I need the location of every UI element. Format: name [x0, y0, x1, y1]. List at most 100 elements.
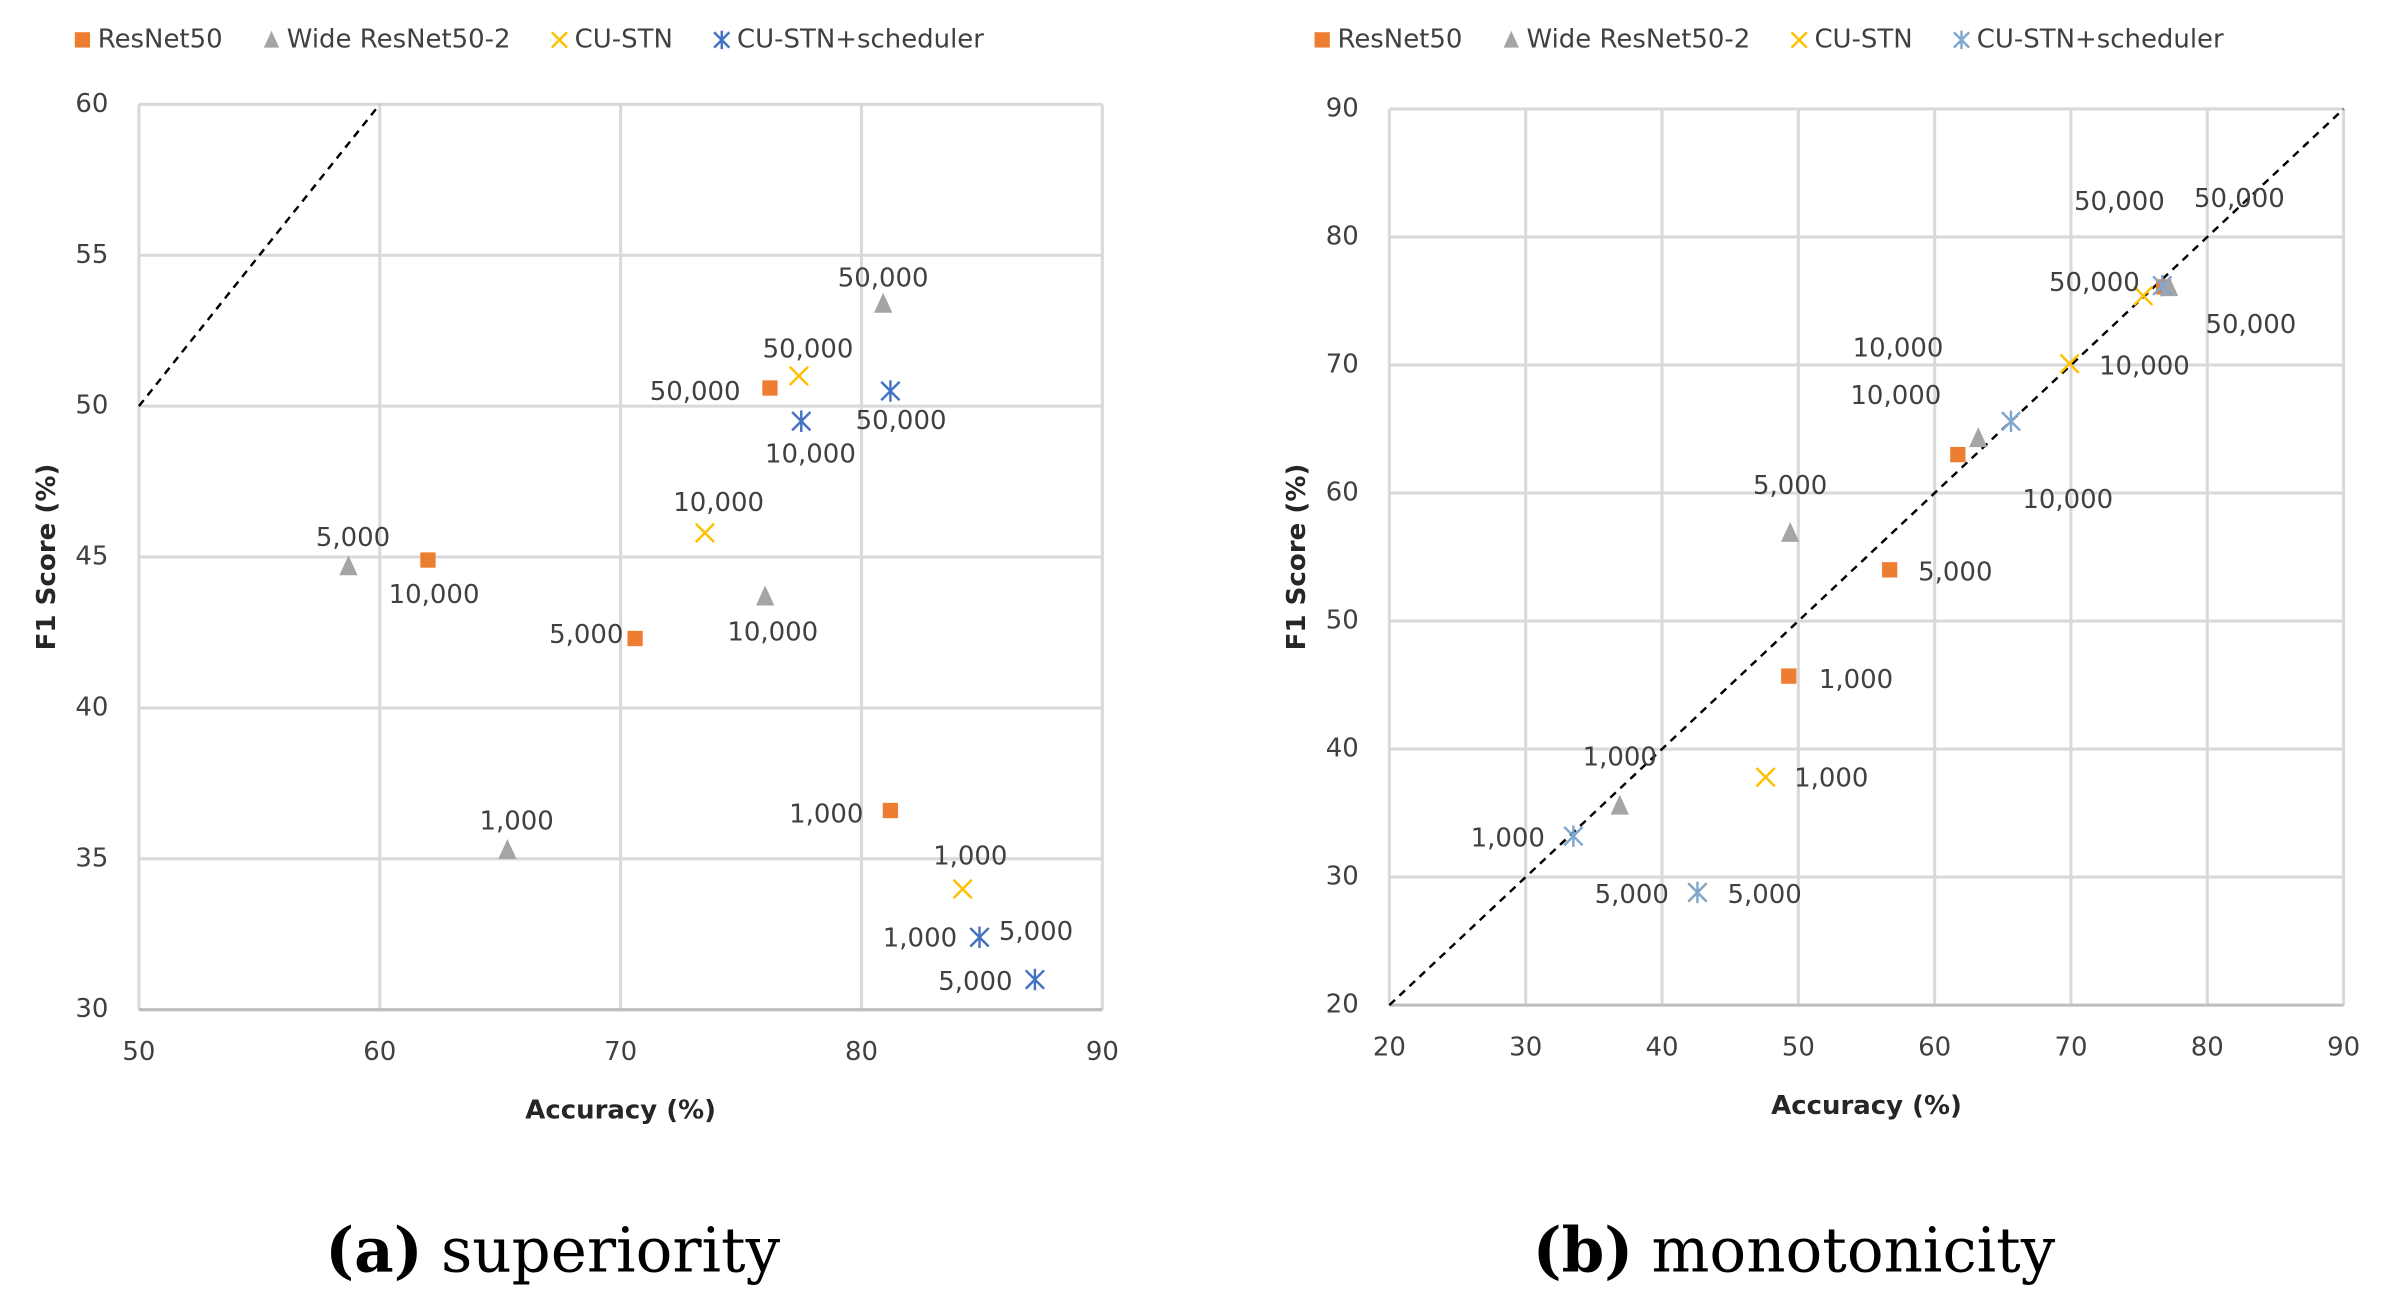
- y-tick-label: 30: [1326, 862, 1359, 892]
- y-tick-label: 40: [1326, 734, 1359, 764]
- marker-shape: [74, 32, 91, 48]
- legend-item: Wide ResNet50-2: [263, 24, 511, 54]
- point-label: 10,000: [2022, 485, 2113, 515]
- point-label: 5,000: [1918, 557, 1992, 587]
- data-point: [874, 292, 893, 313]
- marker-shape: [1755, 767, 1776, 788]
- data-point: [2159, 276, 2179, 297]
- marker-shape: [1780, 521, 1800, 542]
- data-point: [420, 552, 436, 568]
- marker-shape: [420, 552, 436, 568]
- data-point: [1969, 427, 1988, 448]
- y-tick-label: 45: [75, 541, 108, 571]
- x-tick-label: 70: [2054, 1033, 2087, 1063]
- y-tick-label: 50: [1326, 605, 1359, 635]
- y-tick-label: 30: [75, 994, 108, 1024]
- legend-label: Wide ResNet50-2: [287, 24, 511, 54]
- marker-shape: [694, 522, 715, 543]
- point-label: 1,000: [933, 841, 1007, 871]
- marker-shape: [1503, 30, 1519, 48]
- data-point: [1563, 825, 1584, 847]
- marker-shape: [2133, 285, 2154, 306]
- marker-shape: [874, 292, 893, 313]
- data-point: [2152, 274, 2173, 297]
- marker-shape: [788, 365, 809, 387]
- point-label: 1,000: [1794, 763, 1868, 793]
- legend-label: CU-STN: [575, 24, 673, 54]
- marker-shape: [1790, 31, 1808, 49]
- data-point: [1780, 521, 1800, 542]
- point-label: 5,000: [549, 620, 623, 650]
- caption-tag: (a): [325, 1215, 422, 1286]
- legend-label: Wide ResNet50-2: [1527, 24, 1751, 54]
- marker-shape: [1969, 427, 1988, 448]
- data-point: [755, 585, 775, 606]
- legend-marker: [1790, 31, 1808, 49]
- point-label: 5,000: [999, 917, 1073, 947]
- x-axis-title: Accuracy (%): [1771, 1091, 1962, 1121]
- data-point: [627, 630, 643, 647]
- x-tick-label: 60: [1918, 1033, 1951, 1063]
- marker-shape: [498, 839, 517, 859]
- x-axis-title: Accuracy (%): [525, 1095, 716, 1125]
- data-point: [1610, 794, 1629, 815]
- data-point: [1781, 668, 1797, 684]
- marker-shape: [952, 878, 973, 900]
- marker-shape: [882, 802, 899, 819]
- point-label: 10,000: [1850, 381, 1941, 411]
- point-label: 10,000: [389, 580, 480, 610]
- legend-item: CU-STN: [550, 24, 673, 54]
- legend-marker: [713, 30, 731, 50]
- legend-marker: [1953, 30, 1971, 50]
- point-label: 50,000: [650, 377, 741, 407]
- legend-marker: [263, 30, 280, 48]
- legend-label: CU-STN+scheduler: [737, 24, 984, 54]
- data-point: [969, 926, 990, 949]
- caption-tag: (b): [1533, 1215, 1633, 1286]
- point-label: 5,000: [938, 967, 1012, 997]
- point-label: 10,000: [673, 488, 764, 518]
- x-tick-label: 60: [363, 1037, 396, 1067]
- caption: (a) superiority: [325, 1215, 780, 1286]
- point-label: 50,000: [2049, 268, 2140, 298]
- y-tick-label: 90: [1326, 93, 1359, 123]
- point-label: 5,000: [1595, 880, 1669, 910]
- caption-text: monotonicity: [1652, 1215, 2056, 1286]
- data-point: [952, 878, 973, 900]
- legend-label: ResNet50: [1337, 24, 1462, 54]
- point-label: 10,000: [1853, 334, 1944, 364]
- legend-marker: [550, 31, 568, 49]
- x-tick-label: 90: [2327, 1033, 2360, 1063]
- legend-marker: [1314, 32, 1330, 48]
- legend-marker: [74, 32, 91, 48]
- data-point: [1024, 968, 1045, 991]
- marker-shape: [263, 30, 280, 48]
- point-label: 50,000: [856, 406, 947, 436]
- legend-item: ResNet50: [1314, 24, 1462, 54]
- caption: (b) monotonicity: [1533, 1215, 2056, 1286]
- legend-item: ResNet50: [74, 24, 223, 54]
- data-point: [1882, 562, 1898, 578]
- point-label: 10,000: [2099, 351, 2190, 381]
- data-point: [2059, 353, 2080, 374]
- data-point: [788, 365, 809, 387]
- y-tick-label: 40: [75, 692, 108, 722]
- point-label: 1,000: [883, 923, 957, 953]
- x-tick-label: 80: [845, 1037, 878, 1067]
- x-tick-label: 50: [1782, 1033, 1815, 1063]
- point-label: 50,000: [2205, 310, 2296, 340]
- caption-text: superiority: [441, 1215, 781, 1286]
- y-axis-title: F1 Score (%): [32, 464, 62, 651]
- point-label: 5,000: [1753, 471, 1827, 501]
- y-tick-label: 55: [75, 240, 108, 270]
- legend-item: Wide ResNet50-2: [1503, 24, 1751, 54]
- marker-shape: [1781, 668, 1797, 684]
- y-tick-label: 60: [1326, 477, 1359, 507]
- marker-shape: [627, 630, 643, 647]
- data-point: [791, 410, 812, 432]
- legend-item: CU-STN+scheduler: [1953, 24, 2224, 54]
- marker-shape: [1950, 446, 1966, 463]
- point-label: 5,000: [316, 523, 390, 553]
